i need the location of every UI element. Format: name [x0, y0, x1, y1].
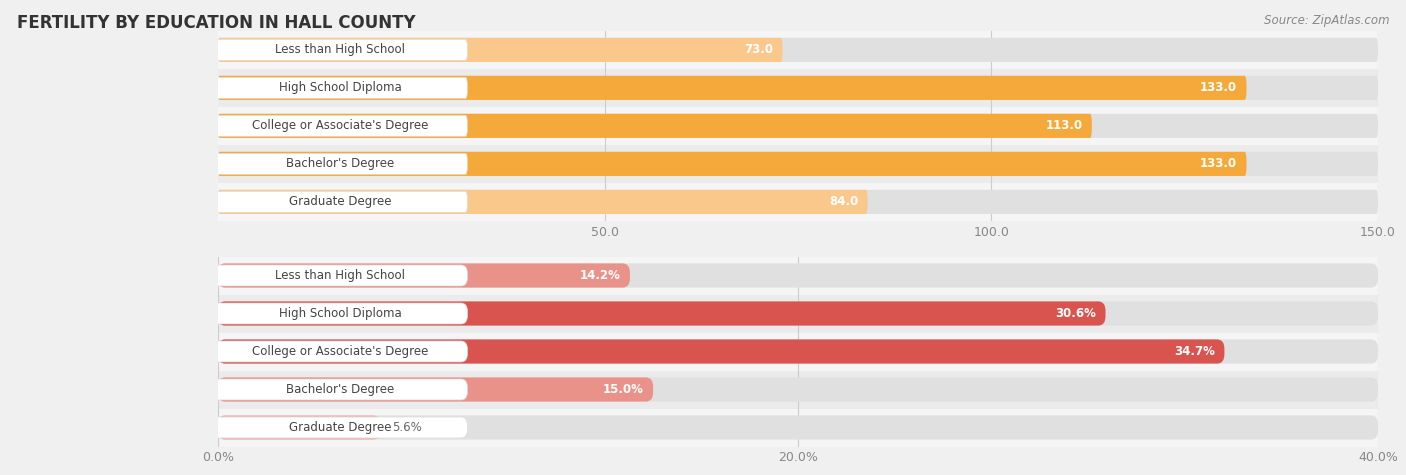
FancyBboxPatch shape	[218, 114, 1378, 138]
Text: 30.6%: 30.6%	[1054, 307, 1097, 320]
FancyBboxPatch shape	[212, 153, 467, 174]
Text: Bachelor's Degree: Bachelor's Degree	[287, 383, 395, 396]
FancyBboxPatch shape	[218, 152, 1247, 176]
FancyBboxPatch shape	[218, 38, 783, 62]
FancyBboxPatch shape	[218, 378, 654, 401]
FancyBboxPatch shape	[212, 417, 467, 438]
Text: 15.0%: 15.0%	[603, 383, 644, 396]
FancyBboxPatch shape	[212, 379, 467, 400]
Text: Less than High School: Less than High School	[276, 269, 405, 282]
Text: 14.2%: 14.2%	[579, 269, 620, 282]
FancyBboxPatch shape	[212, 191, 467, 212]
FancyBboxPatch shape	[218, 38, 1378, 62]
Text: High School Diploma: High School Diploma	[278, 81, 402, 95]
Bar	[218, 256, 1378, 294]
FancyBboxPatch shape	[218, 190, 1378, 214]
Text: 34.7%: 34.7%	[1174, 345, 1215, 358]
Bar	[218, 145, 1378, 183]
Text: High School Diploma: High School Diploma	[278, 307, 402, 320]
Text: College or Associate's Degree: College or Associate's Degree	[252, 119, 429, 133]
Bar	[218, 370, 1378, 408]
Text: Graduate Degree: Graduate Degree	[290, 421, 392, 434]
FancyBboxPatch shape	[212, 341, 467, 362]
FancyBboxPatch shape	[218, 302, 1378, 325]
FancyBboxPatch shape	[218, 378, 1378, 401]
FancyBboxPatch shape	[218, 416, 1378, 439]
FancyBboxPatch shape	[212, 265, 467, 286]
Bar	[218, 332, 1378, 371]
FancyBboxPatch shape	[212, 39, 467, 60]
FancyBboxPatch shape	[218, 340, 1378, 363]
FancyBboxPatch shape	[218, 114, 1092, 138]
FancyBboxPatch shape	[218, 152, 1378, 176]
Text: 5.6%: 5.6%	[392, 421, 422, 434]
Text: FERTILITY BY EDUCATION IN HALL COUNTY: FERTILITY BY EDUCATION IN HALL COUNTY	[17, 14, 416, 32]
Text: Bachelor's Degree: Bachelor's Degree	[287, 157, 395, 171]
FancyBboxPatch shape	[218, 302, 1105, 325]
Bar	[218, 107, 1378, 145]
FancyBboxPatch shape	[212, 77, 467, 98]
Text: 133.0: 133.0	[1199, 81, 1237, 95]
FancyBboxPatch shape	[218, 264, 1378, 287]
Bar	[218, 408, 1378, 446]
FancyBboxPatch shape	[218, 190, 868, 214]
Text: Graduate Degree: Graduate Degree	[290, 195, 392, 209]
FancyBboxPatch shape	[218, 76, 1247, 100]
FancyBboxPatch shape	[218, 340, 1225, 363]
Text: 73.0: 73.0	[744, 43, 773, 57]
Text: 113.0: 113.0	[1045, 119, 1083, 133]
FancyBboxPatch shape	[212, 303, 467, 324]
Bar	[218, 69, 1378, 107]
FancyBboxPatch shape	[218, 264, 630, 287]
Bar	[218, 294, 1378, 332]
FancyBboxPatch shape	[218, 76, 1378, 100]
Text: 133.0: 133.0	[1199, 157, 1237, 171]
Bar	[218, 183, 1378, 221]
Text: 84.0: 84.0	[830, 195, 858, 209]
FancyBboxPatch shape	[212, 115, 467, 136]
Text: Less than High School: Less than High School	[276, 43, 405, 57]
FancyBboxPatch shape	[218, 416, 381, 439]
Bar	[218, 31, 1378, 69]
Text: Source: ZipAtlas.com: Source: ZipAtlas.com	[1264, 14, 1389, 27]
Text: College or Associate's Degree: College or Associate's Degree	[252, 345, 429, 358]
